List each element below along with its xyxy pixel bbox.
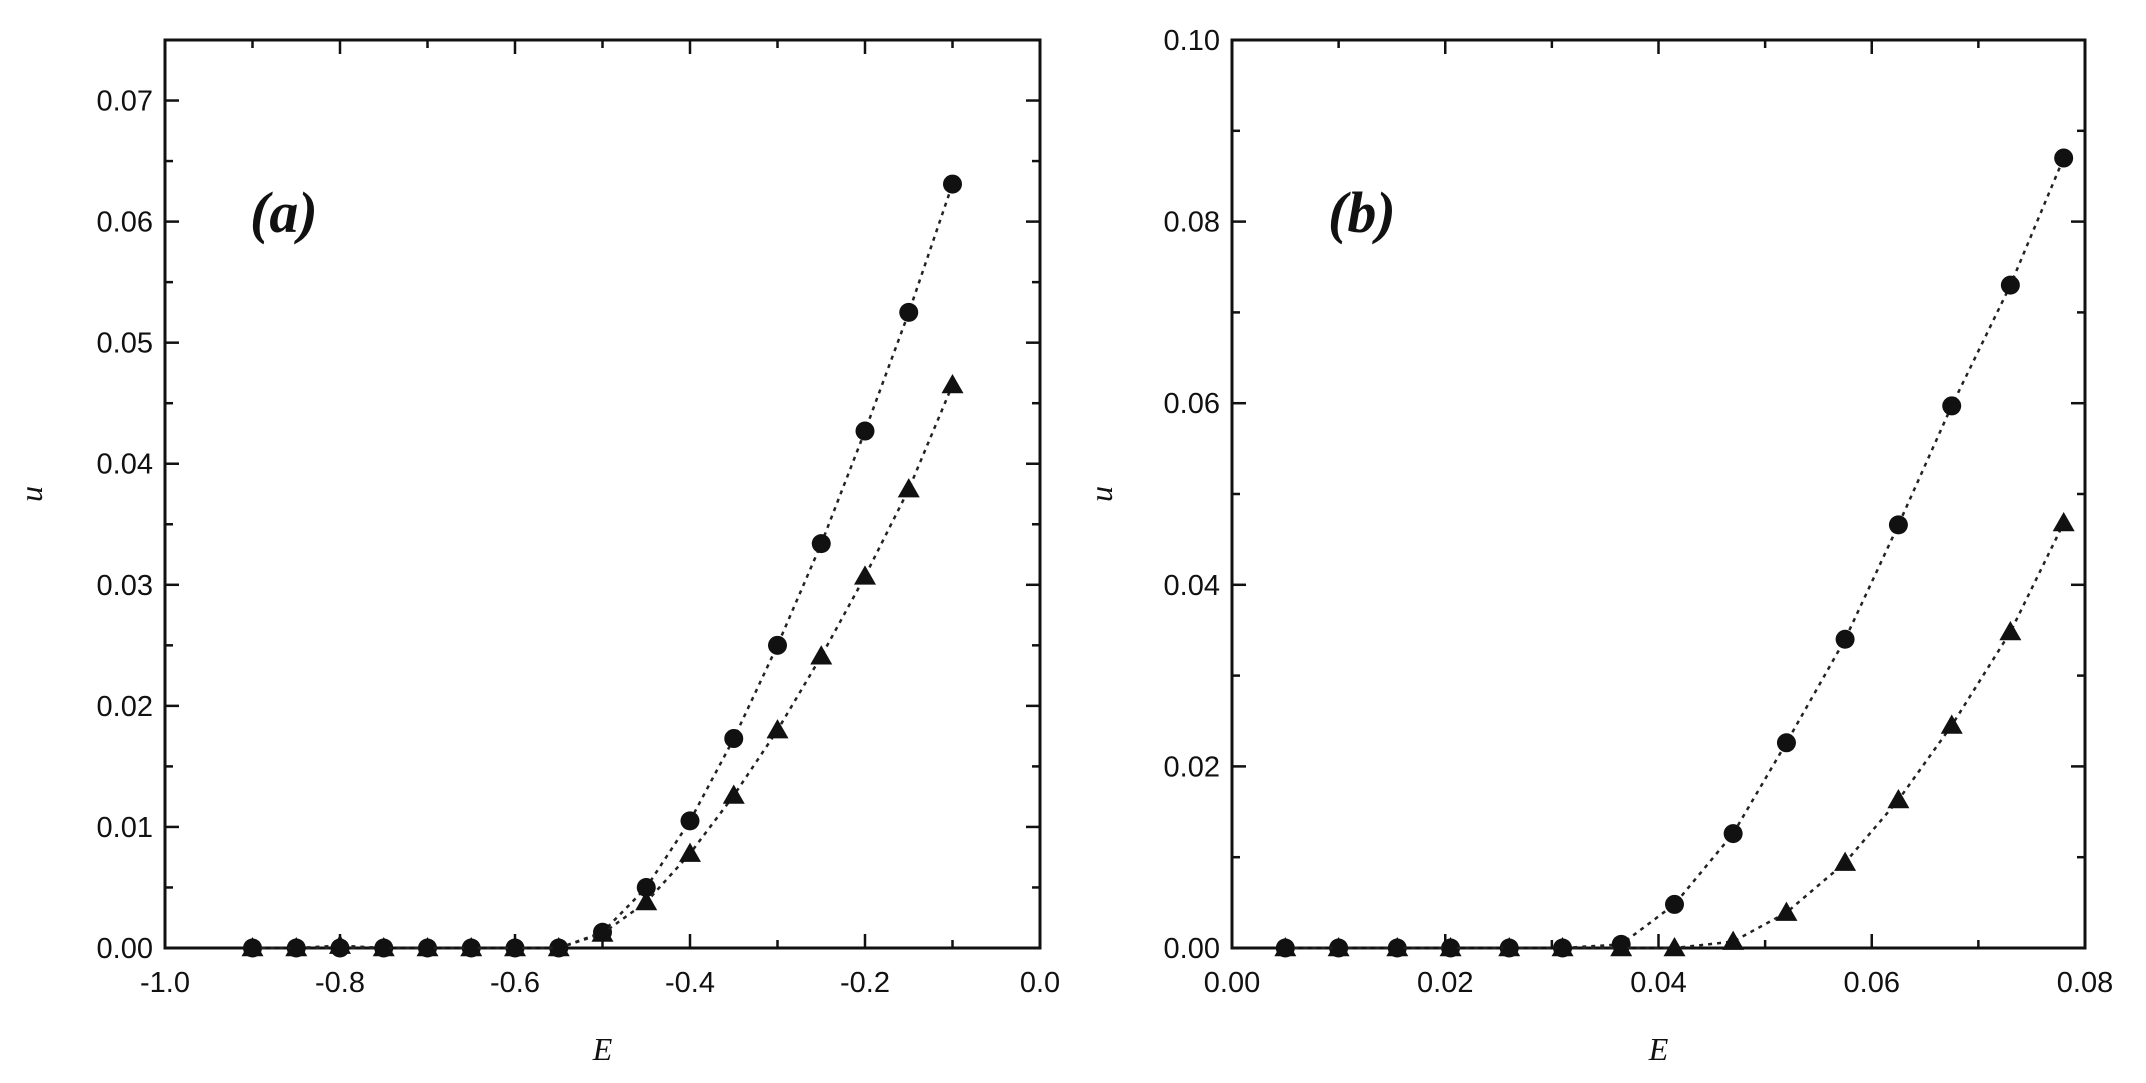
- b-series-1-line: [1285, 157, 2065, 950]
- a-x-tick-label: 0.0: [1020, 967, 1060, 999]
- b-series-1-point: [1888, 515, 1908, 535]
- b-x-tick-label: 0.04: [1630, 967, 1686, 999]
- a-series-2-point: [416, 937, 439, 957]
- a-x-tick-label: -0.2: [840, 967, 890, 999]
- a-x-tick-label: -0.8: [315, 967, 365, 999]
- a-series-1-point: [811, 534, 831, 554]
- b-y-tick-label: 0.00: [1164, 933, 1220, 965]
- b-y-tick-label: 0.04: [1164, 570, 1220, 602]
- a-series-1-point: [636, 877, 656, 897]
- a-series-2-point: [372, 937, 395, 957]
- b-y-axis-label: u: [1083, 486, 1119, 502]
- a-series-1-point: [768, 635, 787, 655]
- a-y-tick-label: 0.03: [97, 570, 153, 602]
- b-series-2-point: [1610, 937, 1633, 957]
- b-series-1-point: [1835, 629, 1855, 649]
- a-series-2-point: [547, 937, 570, 957]
- b-series-1-point: [2054, 148, 2074, 168]
- a-y-tick-label: 0.06: [97, 207, 153, 239]
- b-x-tick-label: 0.02: [1417, 967, 1473, 999]
- a-series-2-point: [810, 645, 833, 665]
- a-y-tick-label: 0.00: [97, 933, 153, 965]
- b-series-1-point: [1942, 396, 1962, 416]
- b-series-2-point: [2052, 512, 2075, 532]
- a-series-2-point: [941, 374, 964, 394]
- a-x-tick-label: -0.4: [665, 967, 715, 999]
- b-series-1-point: [1664, 894, 1684, 914]
- b-y-tick-label: 0.10: [1164, 25, 1220, 57]
- a-x-axis-label: E: [592, 1031, 613, 1067]
- a-y-tick-label: 0.05: [97, 328, 153, 360]
- b-series-2-point: [1887, 788, 1910, 809]
- b-series-2-point: [1274, 937, 1297, 957]
- b-series-1-point: [2000, 275, 2020, 295]
- a-y-axis-label: u: [13, 486, 49, 502]
- b-x-tick-label: 0.00: [1204, 967, 1260, 999]
- a-series-2-point: [679, 842, 701, 862]
- a-series-2-point: [285, 937, 308, 957]
- a-series-1-point: [899, 302, 919, 322]
- b-y-tick-label: 0.08: [1164, 207, 1220, 239]
- b-y-tick-label: 0.02: [1164, 751, 1220, 783]
- b-x-tick-label: 0.06: [1844, 967, 1900, 999]
- a-series-1-point: [680, 811, 700, 831]
- a-x-tick-label: -1.0: [140, 967, 190, 999]
- a-series-2-point: [591, 922, 614, 942]
- a-series-1-point: [724, 729, 744, 749]
- b-series-2-point: [1551, 937, 1574, 957]
- b-x-tick-label: 0.08: [2057, 967, 2113, 999]
- b-series-2-point: [1834, 851, 1857, 871]
- b-series-2-line: [1285, 522, 2065, 950]
- b-series-2-point: [1722, 930, 1745, 950]
- a-y-tick-label: 0.07: [97, 86, 153, 118]
- b-series-2-point: [1775, 901, 1798, 921]
- panel-b: 0.00 0.02 0.04 0.06 0.08 0.00 0.02 0.04 0.06 0.08…: [1083, 25, 2113, 1067]
- a-series-2-point: [504, 937, 526, 957]
- a-series-2-point: [722, 784, 745, 804]
- a-series-2-point: [329, 934, 351, 954]
- b-series-2-point: [1327, 937, 1350, 957]
- b-x-axis-label: E: [1648, 1031, 1669, 1067]
- b-series-2-point: [1439, 937, 1462, 957]
- b-series-1-point: [1723, 824, 1743, 844]
- a-series-2-line: [252, 384, 954, 950]
- b-series-2-point: [1999, 621, 2022, 641]
- b-series-2-point: [1940, 714, 1963, 734]
- b-plot-frame: [1230, 38, 2087, 950]
- a-series-2-point: [897, 478, 920, 498]
- a-series-2-point: [854, 565, 876, 585]
- a-series-2-point: [766, 719, 789, 739]
- b-series-1-point: [1776, 733, 1796, 753]
- a-series-1-line: [252, 183, 954, 950]
- b-series-2-point: [1498, 937, 1521, 957]
- panel-a: -1.0 -0.8 -0.6 -0.4 -0.2 0.0 0.00 0.01 0.02 0.03 0…: [13, 38, 1060, 1067]
- a-series-2-point: [460, 937, 483, 957]
- a-y-tick-label: 0.02: [97, 691, 153, 723]
- a-series-2-point: [241, 937, 264, 957]
- a-series-1-point: [943, 174, 962, 194]
- a-series-1-point: [855, 421, 875, 441]
- a-panel-label: (a): [250, 180, 318, 245]
- b-series-2-point: [1386, 937, 1409, 957]
- a-y-tick-label: 0.01: [97, 812, 153, 844]
- a-y-tick-label: 0.04: [97, 449, 153, 481]
- a-x-tick-label: -0.6: [490, 967, 540, 999]
- b-series-2-point: [1663, 937, 1686, 957]
- b-panel-label: (b): [1328, 180, 1396, 245]
- b-y-tick-label: 0.06: [1164, 388, 1220, 420]
- a-series-2-point: [635, 890, 658, 911]
